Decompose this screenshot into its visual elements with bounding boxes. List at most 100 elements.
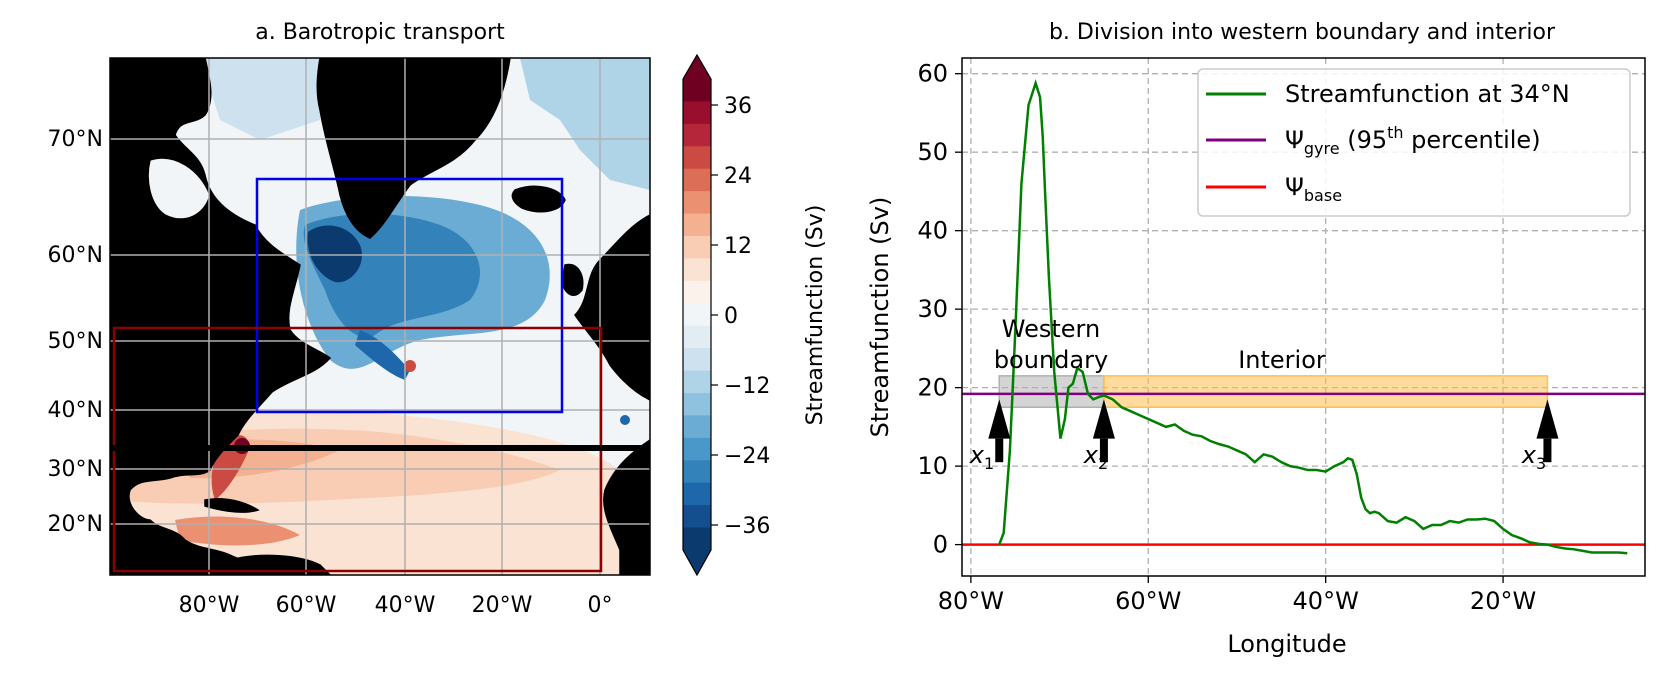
lat-label: 20°N: [48, 512, 103, 537]
greenland-land: [316, 58, 511, 239]
panel-b: b. Division into western boundary and in…: [866, 20, 1646, 658]
y-tick-label: 30: [917, 295, 948, 323]
chart-title: b. Division into western boundary and in…: [1049, 20, 1556, 45]
colorbar-cell: [683, 460, 711, 484]
panel-a: a. Barotropic transport: [48, 20, 828, 618]
colorbar-cell: [683, 258, 711, 282]
colorbar-cell: [683, 393, 711, 416]
marker-arrow-shaft: [1543, 438, 1552, 463]
x-tick-label: 20°W: [1470, 587, 1536, 615]
colorbar-cell: [683, 370, 711, 394]
x-tick-label: 60°W: [1115, 587, 1181, 615]
colorbar-top-extension: [683, 55, 711, 79]
colorbar-ticks: [711, 104, 718, 526]
region-band: [1103, 375, 1549, 409]
x-axis-ticks: 80°W 60°W 40°W 20°W: [938, 576, 1536, 615]
interior-label: Interior: [1238, 346, 1326, 374]
lon-label: 80°W: [179, 593, 240, 618]
lat-label: 70°N: [48, 127, 103, 152]
colorbar-bottom-extension: [683, 550, 711, 575]
y-axis-ticks: 0 10 20 30 40 50 60: [917, 60, 962, 559]
y-tick-label: 10: [917, 452, 948, 480]
x-tick-label: 40°W: [1293, 587, 1359, 615]
western-boundary-label-line1: Western: [1002, 315, 1100, 343]
colorbar-tick-label: 0: [724, 304, 738, 329]
colorbar-tick-label: 36: [724, 94, 752, 119]
africa-land: [603, 439, 650, 575]
colorbar-cell: [683, 101, 711, 125]
colorbar-cell: [683, 123, 711, 147]
lat-label: 50°N: [48, 329, 103, 354]
panel-a-title: a. Barotropic transport: [255, 20, 505, 45]
colorbar-cell: [683, 236, 711, 259]
marker-labels: x1 x2 x3: [969, 441, 1546, 473]
y-axis-label: Streamfunction (Sv): [866, 197, 894, 438]
lat-label: 40°N: [48, 398, 103, 423]
western-boundary-label-line2: boundary: [994, 346, 1108, 374]
marker-label-x3: x3: [1521, 441, 1546, 473]
legend: Streamfunction at 34°N Ψgyre (95th perce…: [1197, 68, 1631, 217]
colorbar-cell: [683, 437, 711, 461]
marker-label-x1: x1: [969, 441, 994, 473]
lon-labels: 80°W 60°W 40°W 20°W 0°: [179, 593, 613, 618]
colorbar-cell: [683, 415, 711, 439]
arctic-light-patch: [200, 58, 320, 140]
marker-arrow-shaft: [1099, 438, 1108, 463]
colorbar-tick-label: 12: [724, 234, 752, 259]
colorbar-tick-label: −12: [724, 374, 770, 399]
colorbar-cell: [683, 482, 711, 506]
colorbar-cell: [683, 213, 711, 237]
lat-label: 30°N: [48, 457, 103, 482]
colorbar-cell: [683, 79, 711, 102]
gulf-stream-tail: [355, 330, 410, 380]
legend-label-streamfunction: Streamfunction at 34°N: [1285, 80, 1570, 108]
colorbar-cell: [683, 505, 711, 529]
map-gridlines: [110, 58, 650, 575]
plot-frame: [961, 57, 1646, 577]
cuba-land: [204, 498, 260, 513]
x-axis-label: Longitude: [1227, 630, 1346, 658]
subpolar-region-box: [255, 177, 564, 414]
y-tick-label: 40: [917, 217, 948, 245]
colorbar-label: Streamfunction (Sv): [803, 205, 828, 426]
y-tick-label: 60: [917, 60, 948, 88]
lon-label: 0°: [588, 593, 613, 618]
legend-label-gyre: Ψgyre (95th percentile): [1285, 123, 1541, 158]
marker-arrow-head: [1092, 399, 1115, 439]
british-isles-land: [561, 263, 584, 297]
marker-arrow-head: [988, 399, 1011, 439]
y-tick-label: 50: [917, 138, 948, 166]
lon-label: 20°W: [472, 593, 533, 618]
arctic-blue-patch: [520, 58, 650, 190]
map-area: [110, 58, 650, 575]
lon-label: 40°W: [375, 593, 436, 618]
marker-label-x2: x2: [1083, 441, 1108, 473]
lat-labels: 70°N 60°N 50°N 40°N 30°N 20°N: [48, 127, 103, 537]
y-tick-label: 20: [917, 374, 948, 402]
y-tick-label: 0: [933, 531, 948, 559]
colorbar-cells: [683, 79, 711, 551]
mid-atlantic-red-spot: [404, 360, 416, 372]
colorbar-cell: [683, 280, 711, 304]
colorbar-outline: [682, 53, 712, 577]
legend-box: [1197, 68, 1631, 217]
mediterranean-spot: [620, 415, 630, 425]
subpolar-gyre-core: [307, 225, 362, 283]
lat-label: 60°N: [48, 243, 103, 268]
colorbar: 36 24 12 0 −12 −24 −36 Streamfunction (S…: [682, 53, 828, 577]
iceland-land: [511, 185, 566, 213]
colorbar-cell: [683, 303, 711, 327]
marker-arrow-head: [1536, 399, 1559, 439]
colorbar-cell: [683, 325, 711, 349]
colorbar-tick-label: 24: [724, 164, 752, 189]
map-frame: [109, 57, 651, 576]
marker-arrow-shaft: [995, 438, 1004, 463]
colorbar-tick-label: −24: [724, 444, 770, 469]
europe-land: [574, 214, 650, 401]
colorbar-cell: [683, 527, 711, 551]
colorbar-cell: [683, 146, 711, 170]
colorbar-cell: [683, 168, 711, 192]
colorbar-tick-labels: 36 24 12 0 −12 −24 −36: [724, 94, 770, 539]
chart-markers: [988, 399, 1559, 463]
